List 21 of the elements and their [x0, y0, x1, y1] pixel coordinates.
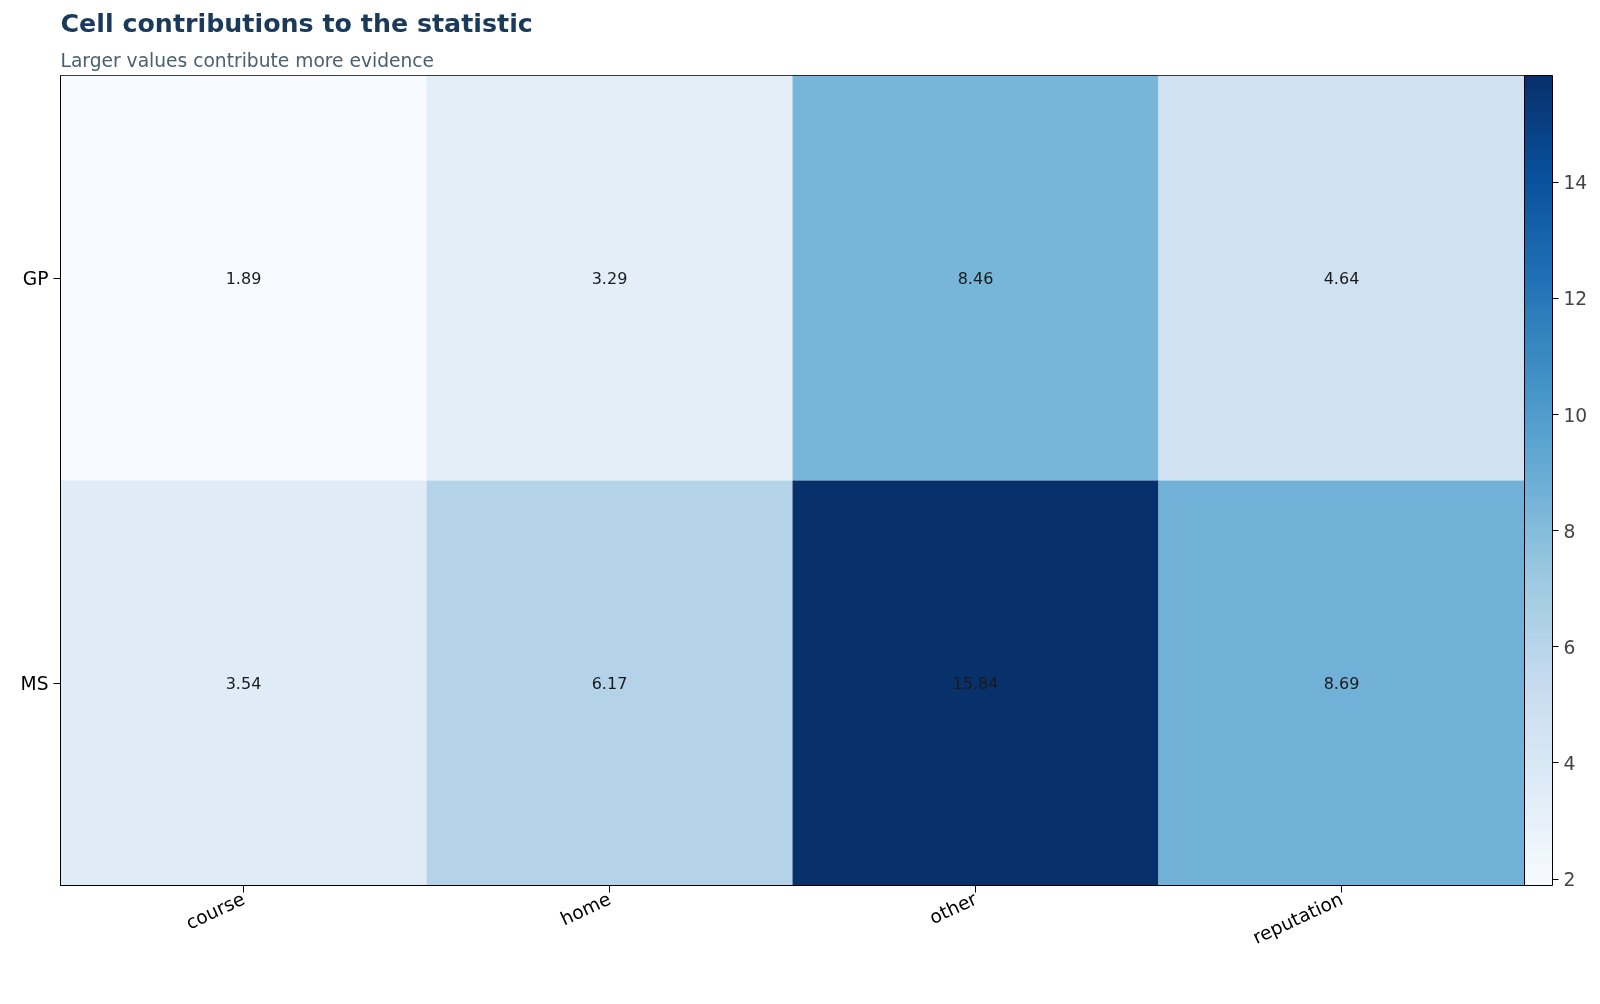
chart-subtitle: Larger values contribute more evidence [60, 49, 435, 71]
y-tick-label: GP [22, 267, 49, 289]
color-bar-label: 12 [1563, 288, 1588, 310]
data-label: 3.54 [225, 674, 262, 693]
data-label: 8.46 [957, 269, 994, 288]
data-label: 1.89 [225, 269, 262, 288]
data-label: 4.64 [1323, 269, 1360, 288]
color-bar-label: 6 [1563, 636, 1576, 658]
data-label: 3.29 [591, 269, 628, 288]
color-bar-label: 2 [1563, 869, 1576, 891]
x-tick-label: other [926, 887, 981, 929]
color-bar-label: 14 [1563, 172, 1588, 194]
data-label: 15.84 [952, 674, 999, 693]
color-bar-label: 8 [1563, 520, 1576, 542]
data-label: 6.17 [591, 674, 628, 693]
color-bar-label: 10 [1563, 404, 1588, 426]
x-tick-label: home [557, 887, 614, 930]
y-tick-label: MS [20, 672, 49, 694]
chart-title: Cell contributions to the statistic [60, 7, 533, 38]
color-bar-label: 4 [1563, 752, 1576, 774]
data-label: 8.69 [1323, 674, 1360, 693]
